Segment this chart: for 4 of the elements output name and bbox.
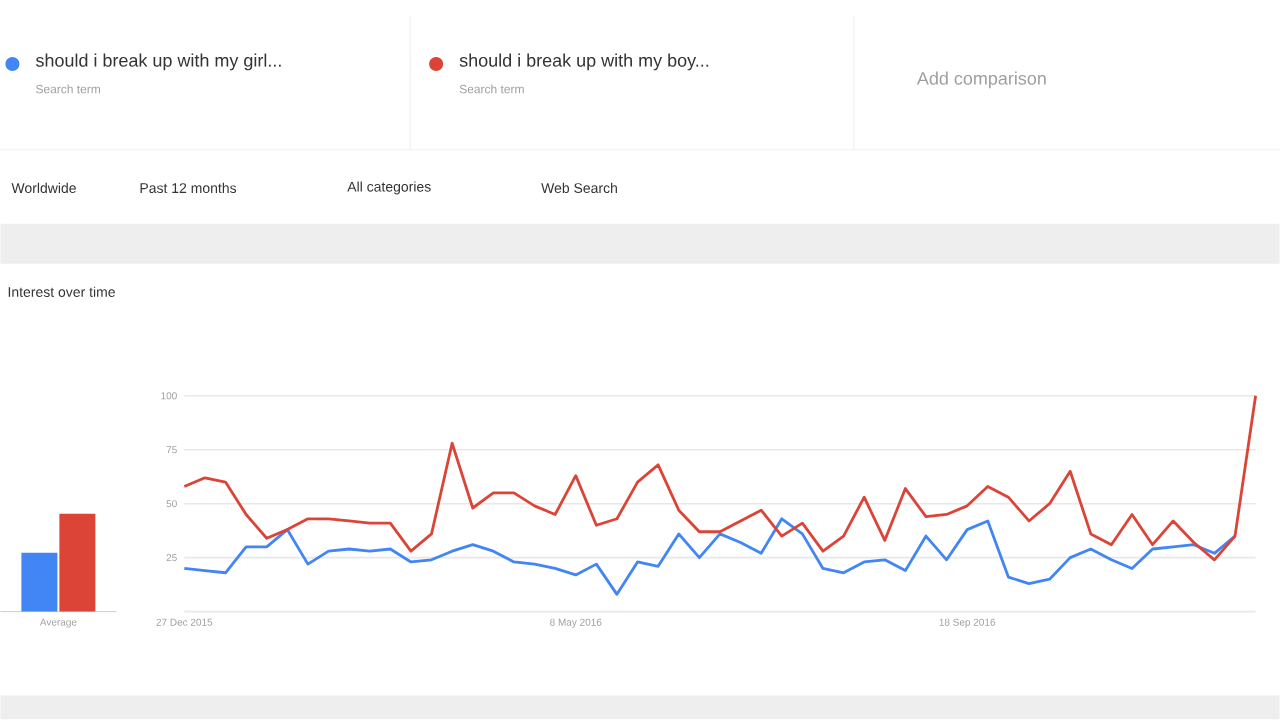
legend-label: should i break up with my girl... — [35, 53, 281, 71]
line-series — [182, 517, 1237, 596]
text: Add comparison — [916, 71, 1046, 89]
legend-label: should i break up with my boy... — [459, 53, 709, 71]
